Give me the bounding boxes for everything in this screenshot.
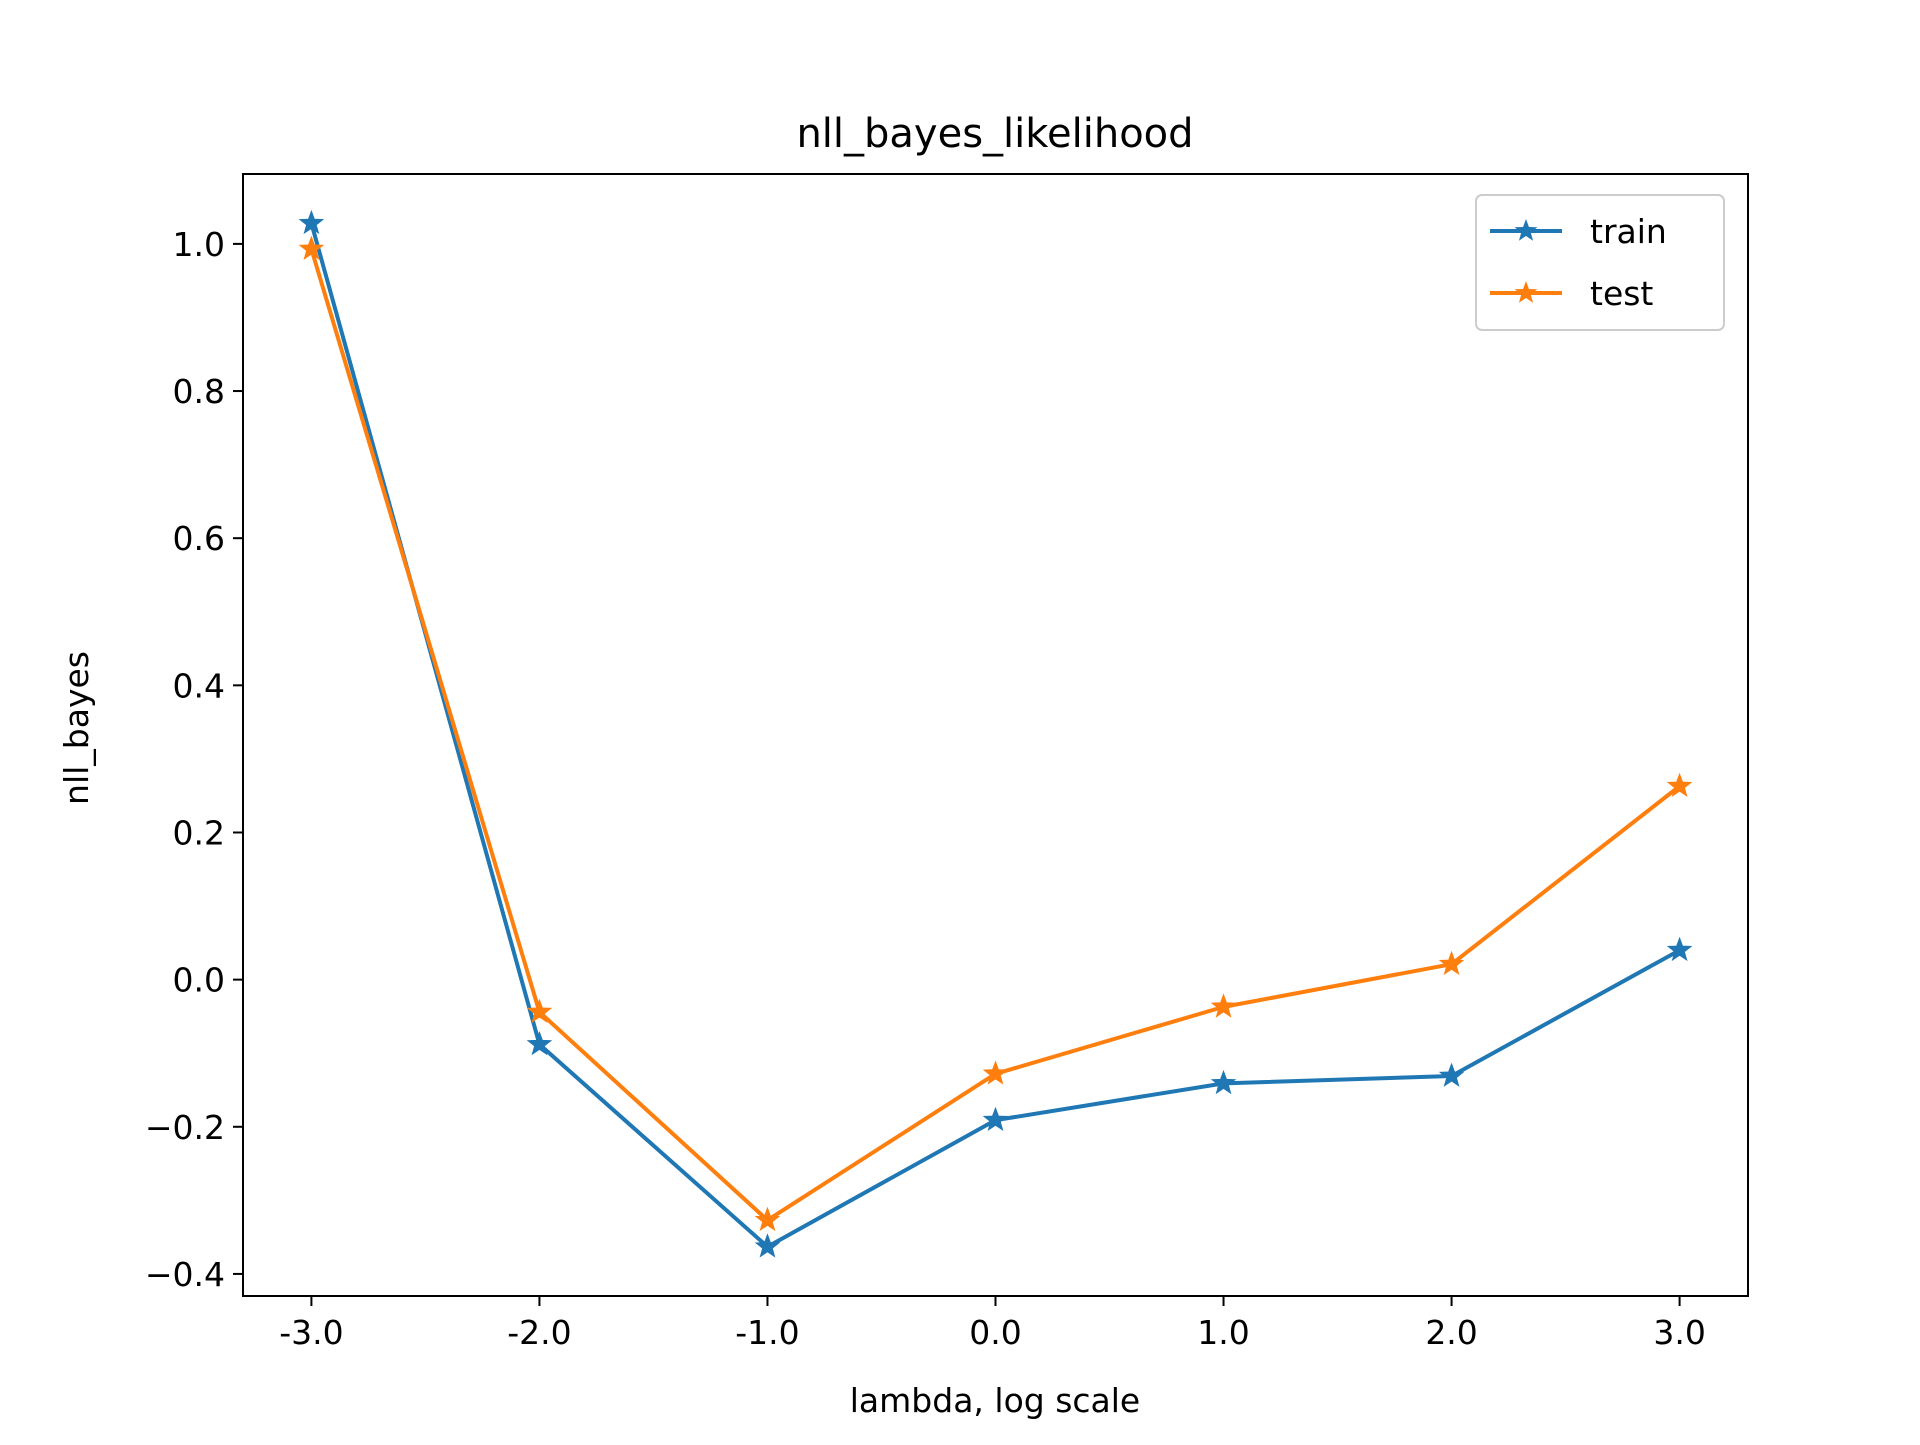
x-tick-label: 0.0	[969, 1313, 1021, 1352]
y-tick-label: −0.2	[145, 1108, 225, 1147]
x-tick-label: -1.0	[735, 1313, 799, 1352]
data-point-train	[982, 1106, 1009, 1132]
x-tick-label: 2.0	[1425, 1313, 1477, 1352]
data-point-test	[982, 1060, 1009, 1085]
x-tick-label: 1.0	[1197, 1313, 1249, 1352]
series-train	[298, 209, 1693, 1258]
x-axis: -3.0 -2.0 -1.0 0.0 1.0 2.0 3.0	[279, 1296, 1706, 1352]
series-test	[298, 235, 1693, 1232]
legend-marker	[1514, 219, 1538, 241]
chart-title: nll_bayes_likelihood	[796, 111, 1193, 157]
x-tick-label: -2.0	[507, 1313, 571, 1352]
legend-marker	[1514, 281, 1538, 303]
x-axis-label: lambda, log scale	[850, 1381, 1140, 1420]
y-axis: −0.4 −0.2 0.0 0.2 0.4 0.6 0.8 1.0	[145, 225, 243, 1294]
y-axis-label: nll_bayes	[57, 651, 96, 805]
legend-frame	[1475, 194, 1725, 331]
y-tick-label: 1.0	[173, 225, 225, 264]
legend-item-test: test	[1490, 274, 1653, 313]
data-point-test	[526, 998, 553, 1023]
y-tick-label: −0.4	[145, 1255, 225, 1294]
data-point-train	[526, 1030, 553, 1056]
data-point-test	[298, 235, 325, 260]
legend-item-train: train	[1490, 212, 1667, 251]
plot-area	[298, 209, 1693, 1258]
legend-label: test	[1590, 274, 1653, 313]
data-point-test	[1438, 950, 1465, 976]
legend-label: train	[1590, 212, 1667, 251]
y-tick-label: 0.8	[173, 372, 225, 411]
data-point-test	[1666, 772, 1693, 798]
data-point-train	[1666, 936, 1693, 962]
data-point-train	[754, 1233, 781, 1258]
data-point-test	[1210, 993, 1237, 1018]
y-tick-label: 0.4	[173, 666, 225, 705]
y-tick-label: 0.0	[173, 961, 225, 1000]
data-point-train	[1210, 1069, 1237, 1095]
x-tick-label: 3.0	[1653, 1313, 1705, 1352]
x-tick-label: -3.0	[279, 1313, 343, 1352]
data-point-test	[754, 1206, 781, 1232]
legend: train test	[1475, 194, 1725, 331]
y-tick-label: 0.6	[173, 519, 225, 558]
data-point-train	[298, 209, 325, 235]
y-tick-label: 0.2	[173, 813, 225, 852]
data-point-train	[1438, 1062, 1465, 1087]
